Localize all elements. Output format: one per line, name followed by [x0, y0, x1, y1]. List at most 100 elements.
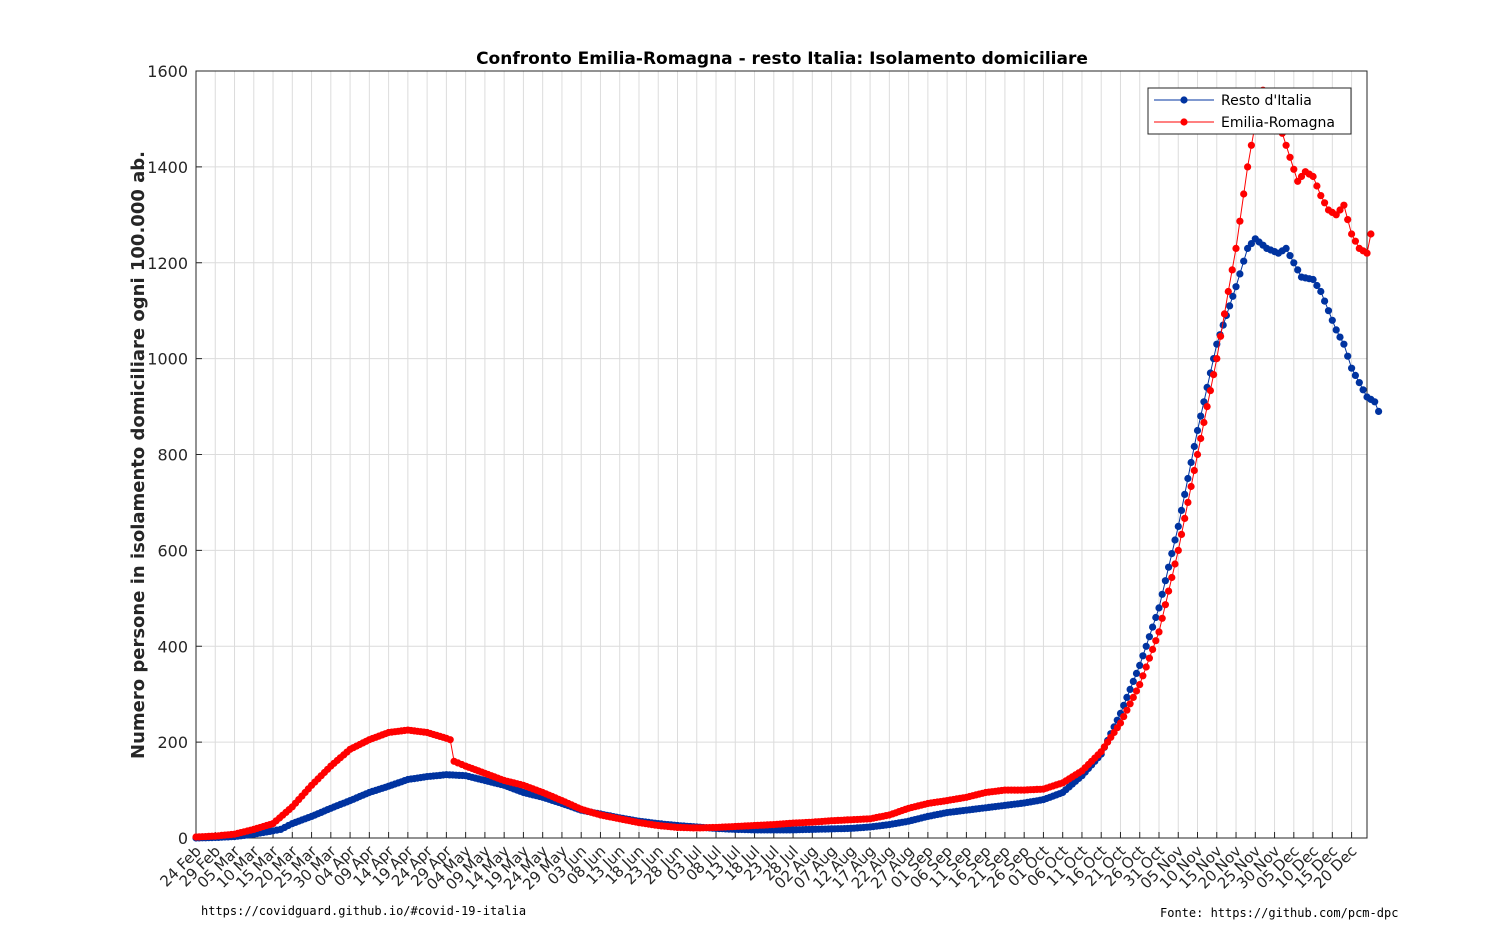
legend-label: Emilia-Romagna [1221, 115, 1335, 131]
data-point [1344, 216, 1352, 224]
y-tick-label: 400 [157, 637, 188, 656]
data-point [1340, 340, 1348, 348]
data-point [1129, 693, 1137, 702]
data-point [1174, 546, 1182, 555]
data-point [1219, 321, 1227, 329]
data-point [446, 736, 454, 744]
data-point [1161, 601, 1169, 609]
data-point [1282, 244, 1290, 252]
data-point [1139, 652, 1147, 660]
y-tick-label: 800 [157, 446, 188, 465]
data-point [1197, 412, 1205, 420]
series-1 [192, 86, 1375, 841]
data-point [1286, 153, 1294, 161]
data-point [1210, 371, 1218, 379]
data-point [1324, 307, 1333, 315]
data-point [1168, 573, 1176, 582]
legend: Resto d'Italia Emilia-Romagna [1147, 87, 1352, 135]
data-point [1126, 685, 1134, 694]
data-point [1313, 281, 1321, 290]
y-tick-label: 1200 [147, 254, 188, 273]
data-point [1116, 719, 1125, 727]
data-point [1220, 310, 1229, 318]
data-point [1336, 333, 1344, 341]
data-point [1149, 623, 1157, 631]
data-point [1348, 364, 1356, 372]
data-point [1142, 642, 1150, 650]
data-point [1321, 199, 1329, 207]
data-point [1120, 713, 1128, 721]
data-point [1355, 379, 1363, 387]
data-point [1236, 217, 1244, 225]
data-point [1336, 206, 1344, 214]
data-point [1181, 514, 1189, 523]
data-point [1321, 297, 1329, 305]
data-point [1232, 283, 1240, 291]
data-point [1129, 677, 1137, 686]
data-point [1165, 563, 1173, 571]
data-point [1286, 252, 1294, 260]
data-point [1184, 498, 1192, 506]
y-axis: 0 200 400 600 800 1000 1200 1400 1600 [147, 62, 202, 848]
footer-source-left: https://covidguard.github.io/#covid-19-i… [201, 904, 527, 918]
data-point [1244, 244, 1252, 252]
data-point [1240, 190, 1248, 198]
data-point [1123, 693, 1131, 702]
data-point [1139, 672, 1147, 680]
data-point [1165, 587, 1173, 595]
data-point [1244, 163, 1252, 171]
data-point [1145, 654, 1153, 662]
legend-marker [1180, 118, 1188, 126]
legend-label: Resto d'Italia [1221, 93, 1312, 109]
data-point [1290, 165, 1298, 173]
data-point [1171, 536, 1179, 544]
data-point [1236, 270, 1244, 278]
data-point [1232, 244, 1240, 252]
grid [195, 70, 1367, 839]
data-point [1136, 681, 1144, 689]
data-point [1161, 577, 1169, 585]
data-point [1200, 418, 1208, 427]
data-point [1332, 211, 1340, 219]
data-point [1193, 426, 1202, 435]
data-point [1136, 661, 1144, 670]
y-tick-label: 0 [178, 829, 188, 848]
data-point [1332, 326, 1340, 334]
data-point [1226, 302, 1234, 310]
data-point [1297, 172, 1306, 181]
data-point [1217, 332, 1225, 340]
data-point [1247, 240, 1255, 248]
data-point [1351, 237, 1359, 245]
series-line [195, 88, 1372, 838]
data-point [1145, 633, 1153, 641]
data-point [1206, 387, 1214, 395]
data-point [1155, 604, 1163, 612]
legend-marker [1180, 96, 1188, 104]
data-point [1203, 403, 1211, 411]
data-point [1351, 371, 1359, 379]
data-point [1228, 266, 1236, 274]
data-point [1367, 230, 1375, 238]
data-point [1213, 355, 1221, 363]
chart-title: Confronto Emilia-Romagna - resto Italia:… [476, 49, 1088, 69]
data-point [1158, 590, 1166, 598]
data-point [1340, 201, 1348, 209]
data-point [1155, 628, 1163, 636]
data-point [1123, 706, 1131, 714]
data-point [1371, 398, 1379, 406]
series-layer [192, 86, 1383, 842]
data-point [1158, 614, 1166, 622]
data-point [1363, 249, 1371, 257]
data-point [1171, 560, 1179, 568]
data-point [1309, 172, 1317, 181]
y-tick-label: 1400 [147, 158, 188, 177]
data-point [1190, 442, 1198, 451]
data-point [1177, 506, 1186, 514]
legend-box [1147, 87, 1352, 135]
data-point [1375, 407, 1383, 415]
data-point [1313, 182, 1321, 190]
y-axis-label: Numero persone in isolamento domiciliare… [128, 151, 149, 759]
data-point [1317, 192, 1325, 200]
data-point [1152, 637, 1160, 645]
